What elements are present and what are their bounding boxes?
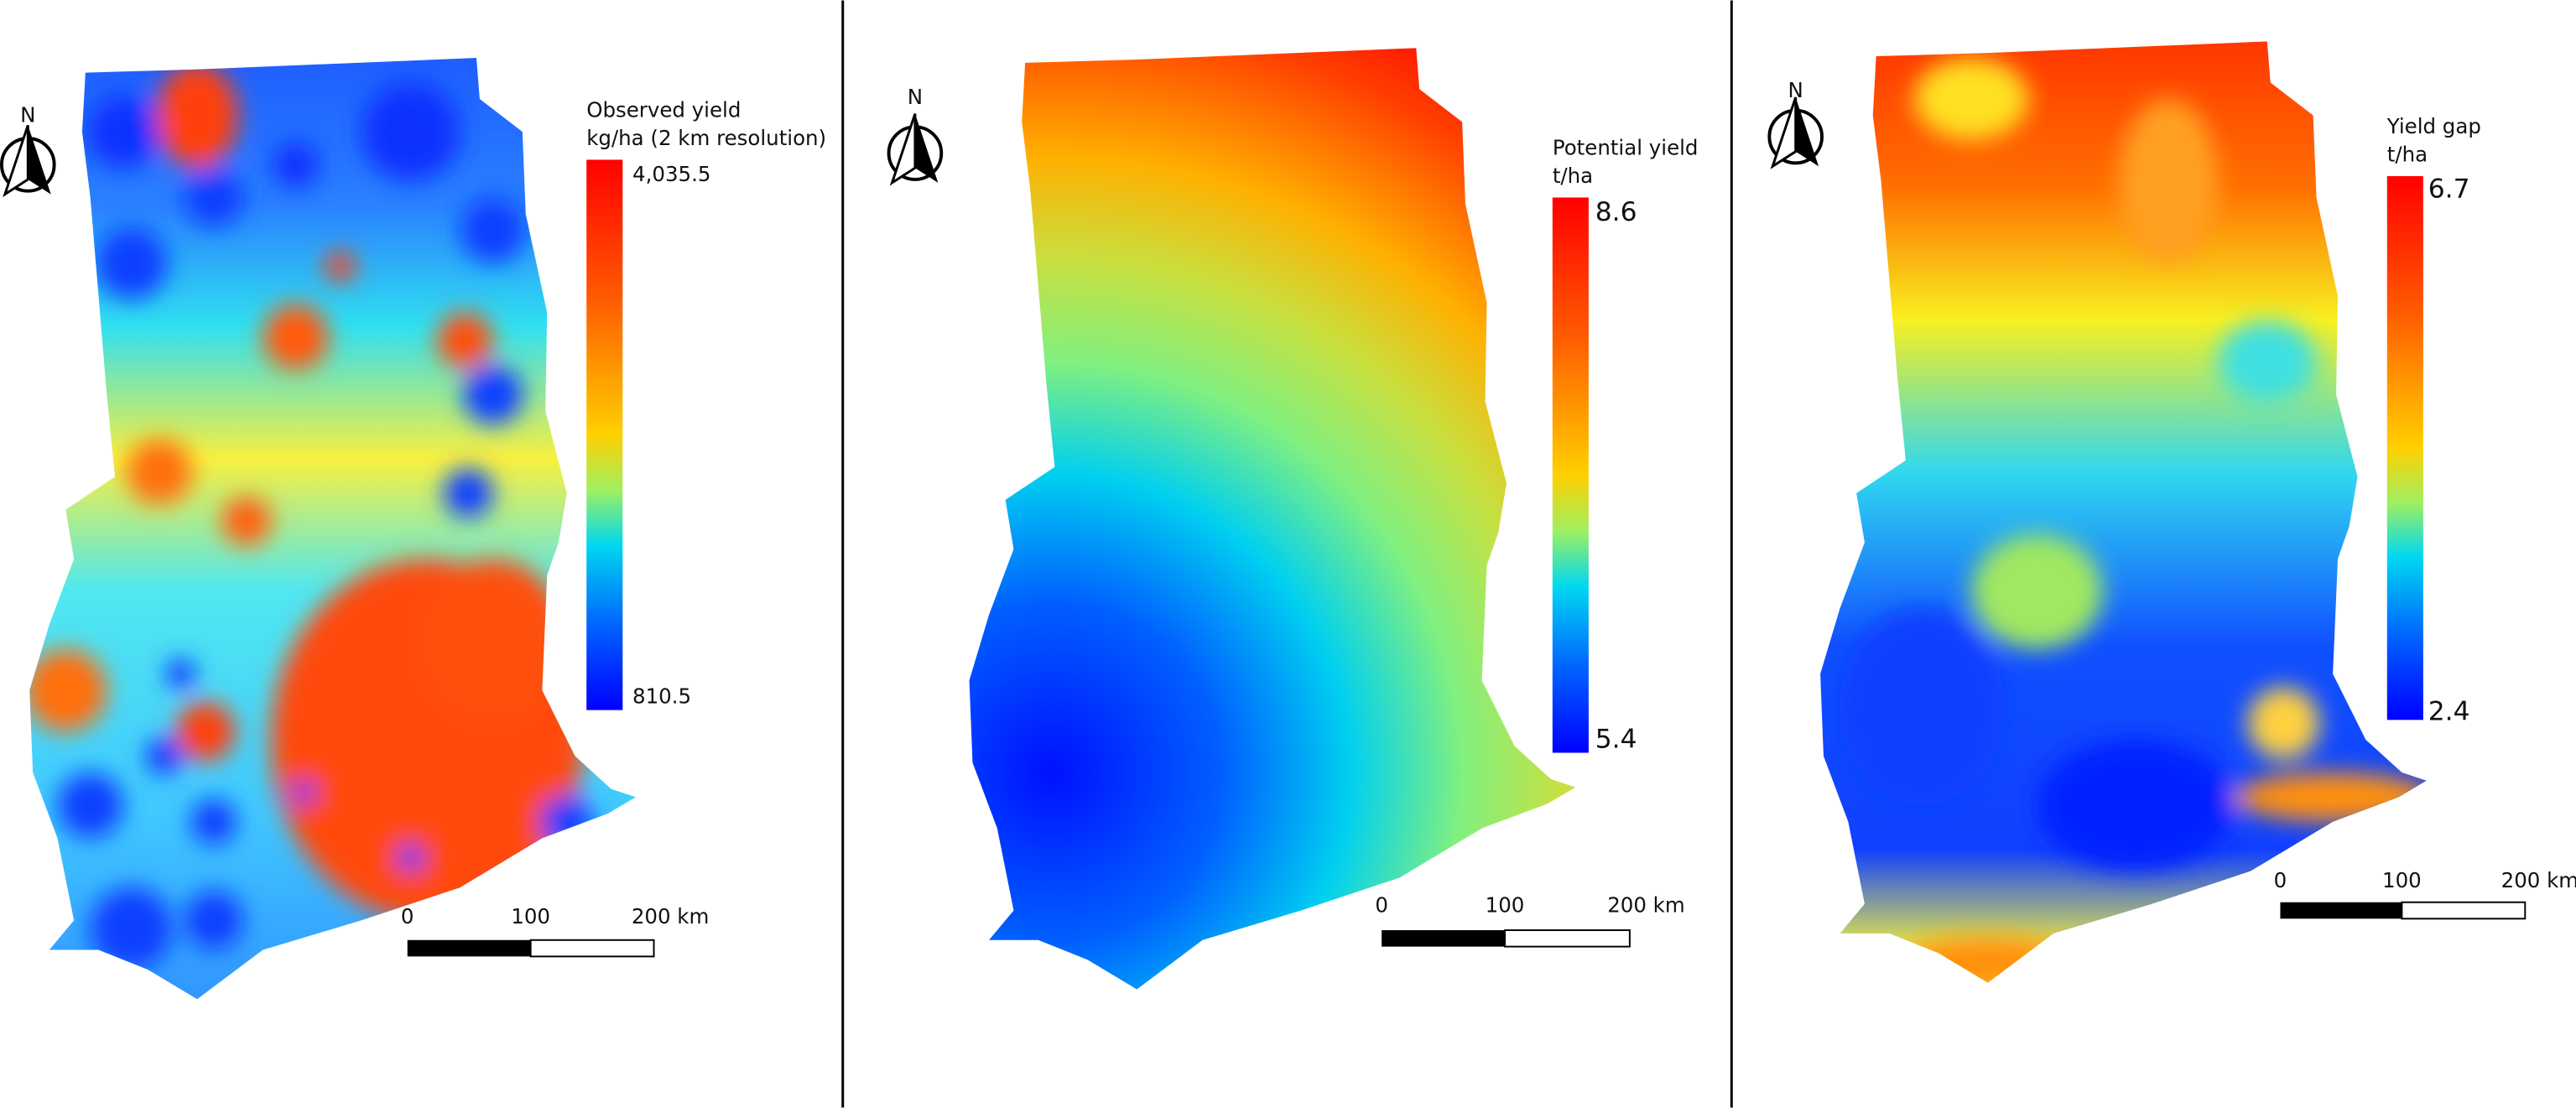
map [29, 58, 636, 1000]
scale-bar [2280, 902, 2402, 919]
legend-title: t/ha [1553, 164, 1593, 188]
scale-bar [407, 939, 531, 957]
legend-colorbar [586, 159, 623, 710]
scale-label: 200 km [1607, 892, 1685, 917]
north-label: N [908, 85, 923, 109]
panel: N Yield gap t/ha 6.7 2.4 0 100 200 km [1767, 41, 2576, 983]
legend-colorbar [2386, 176, 2423, 720]
scale-bar [1504, 929, 1631, 948]
scale-bar [1382, 930, 1506, 947]
map [969, 48, 1576, 990]
scale-label: 0 [401, 904, 414, 929]
legend-colorbar [1552, 197, 1589, 753]
legend-title: kg/ha (2 km resolution) [586, 126, 826, 150]
scale-label: 0 [2274, 868, 2287, 892]
legend-min: 5.4 [1595, 725, 1637, 755]
legend-max: 4,035.5 [632, 162, 710, 186]
scale-label: 200 km [2501, 868, 2576, 892]
legend-min: 2.4 [2428, 696, 2470, 726]
scale-label: 100 [511, 904, 550, 929]
panel: N Potential yield t/ha 8.6 5.4 0 100 200… [887, 48, 1699, 990]
scale-bar [529, 939, 655, 958]
legend-min: 810.5 [632, 684, 691, 709]
scale-label: 200 km [632, 904, 710, 929]
legend-title: t/ha [2387, 142, 2428, 166]
legend-max: 8.6 [1595, 197, 1637, 227]
map [1820, 41, 2427, 983]
scale-label: 0 [1375, 892, 1388, 917]
scale-label: 100 [1486, 892, 1525, 917]
scale-bar [2401, 901, 2527, 920]
north-label: N [1788, 78, 1803, 102]
legend-title: Observed yield [586, 98, 741, 122]
legend-title: Potential yield [1553, 136, 1699, 160]
legend-max: 6.7 [2428, 174, 2470, 204]
north-label: N [20, 102, 35, 127]
legend-title: Yield gap [2386, 114, 2481, 138]
scale-label: 100 [2382, 868, 2422, 892]
panel: N Observed yield kg/ha (2 km resolution)… [0, 58, 826, 1000]
